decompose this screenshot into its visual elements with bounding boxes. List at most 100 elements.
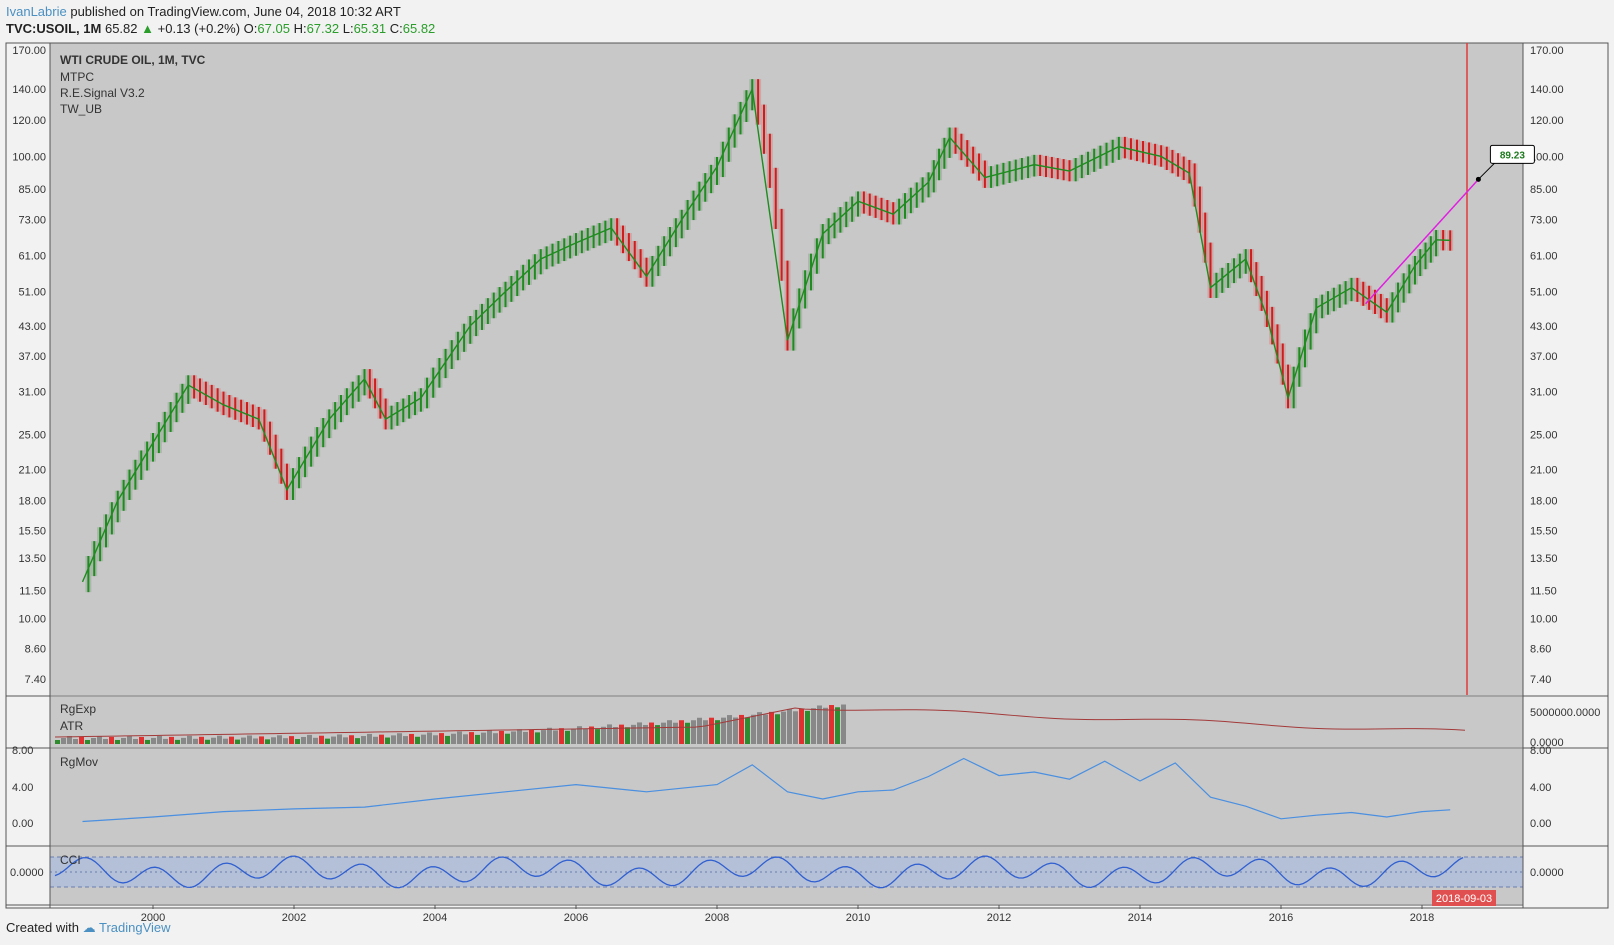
atr-bar	[661, 722, 666, 744]
atr-bar	[337, 734, 342, 744]
atr-bar	[199, 736, 204, 744]
date-badge	[1432, 890, 1496, 906]
low-label: L:	[342, 21, 354, 36]
atr-bar	[61, 738, 66, 744]
atr-bar	[823, 707, 828, 744]
atr-bar	[367, 733, 372, 744]
price-tick-right: 85.00	[1530, 184, 1558, 196]
price-tick-left: 13.50	[18, 553, 46, 565]
chart-frame	[5, 42, 1609, 909]
atr-bar	[451, 733, 456, 744]
price-tick-right: 7.40	[1530, 674, 1551, 686]
atr-bar	[709, 717, 714, 744]
price-tick-right: 170.00	[1530, 45, 1564, 57]
atr-bar	[811, 708, 816, 744]
price-tick-right: 8.60	[1530, 644, 1551, 656]
x-tick-label: 2006	[564, 912, 588, 924]
atr-bar	[265, 739, 270, 744]
atr-bar	[595, 729, 600, 744]
atr-bar	[565, 730, 570, 744]
price-pane[interactable]	[50, 43, 1523, 695]
author-link[interactable]: IvanLabrie	[6, 4, 67, 19]
atr-bar	[769, 711, 774, 744]
price-tick-right: 100.00	[1530, 151, 1564, 163]
atr-bar	[421, 734, 426, 744]
atr-bar	[541, 730, 546, 744]
atr-bar	[169, 736, 174, 744]
atr-bar	[349, 735, 354, 744]
left-axis	[6, 43, 50, 908]
rgexp-pane[interactable]	[50, 697, 1523, 747]
price-tick-right: 120.00	[1530, 115, 1564, 127]
price-tick-left: 37.00	[18, 351, 46, 363]
atr-bar	[175, 739, 180, 744]
price-tick-right: 140.00	[1530, 84, 1564, 96]
x-tick-label: 2016	[1269, 912, 1293, 924]
price-series-line	[81, 86, 1451, 583]
atr-bar	[307, 734, 312, 744]
price-tick-left: 140.00	[12, 84, 46, 96]
atr-bar	[397, 733, 402, 744]
atr-bar	[379, 734, 384, 744]
high-label: H:	[293, 21, 307, 36]
price-tick-right: 11.50	[1530, 585, 1557, 597]
low-value: 65.31	[353, 21, 387, 36]
atr-bar	[241, 737, 246, 744]
atr-bar	[553, 730, 558, 744]
atr-bar	[277, 735, 282, 744]
publish-info: IvanLabrie published on TradingView.com,…	[6, 4, 401, 19]
atr-bar	[331, 736, 336, 744]
atr-bar	[589, 726, 594, 744]
price-tick-left: 21.00	[18, 465, 46, 477]
rgmov-pane[interactable]	[50, 749, 1523, 845]
price-tick-left: 11.50	[19, 585, 46, 597]
atr-bar	[319, 735, 324, 744]
target-label-box[interactable]	[1489, 144, 1535, 164]
tradingview-link[interactable]: TradingView	[99, 920, 171, 935]
atr-bar	[571, 728, 576, 744]
atr-bar	[163, 738, 168, 744]
price-tick-right: 18.00	[1530, 496, 1558, 508]
footer: Created with ☁ TradingView	[6, 920, 171, 936]
atr-bar	[757, 712, 762, 744]
price-tick-left: 15.50	[18, 526, 46, 538]
atr-bar	[505, 733, 510, 744]
target-projection-line[interactable]	[1365, 178, 1479, 305]
atr-bar	[835, 707, 840, 744]
atr-bar	[97, 735, 102, 744]
atr-bar	[751, 714, 756, 744]
atr-bar	[667, 720, 672, 744]
atr-bar	[613, 727, 618, 744]
last-price: 65.82	[104, 21, 138, 36]
atr-bar	[325, 738, 330, 744]
atr-bar	[151, 737, 156, 744]
atr-bar	[295, 739, 300, 744]
price-tick-left: 61.00	[18, 251, 46, 263]
atr-bar	[121, 737, 126, 744]
atr-bar	[739, 714, 744, 744]
atr-bar	[607, 724, 612, 744]
atr-bar	[721, 717, 726, 744]
atr-bar	[391, 735, 396, 744]
date-badge-text: 2018-09-03	[1436, 893, 1492, 905]
price-tick-right: 51.00	[1530, 287, 1558, 299]
target-label: 89.23	[1500, 150, 1525, 161]
atr-bar	[409, 733, 414, 744]
atr-bar	[619, 724, 624, 744]
atr-bar	[181, 737, 186, 744]
rgexp-label: RgExp	[60, 702, 96, 716]
atr-bar	[817, 705, 822, 744]
price-tick-right: 21.00	[1530, 465, 1558, 477]
atr-bar	[205, 739, 210, 744]
atr-bar	[355, 738, 360, 744]
open-value: 67.05	[257, 21, 290, 36]
atr-bar	[253, 738, 258, 744]
price-tick-right: 43.00	[1530, 321, 1558, 333]
atr-bar	[469, 732, 474, 744]
atr-bar	[289, 736, 294, 744]
atr-bar	[547, 727, 552, 744]
atr-bar	[73, 738, 78, 744]
price-tick-left: 73.00	[18, 215, 46, 227]
price-tick-left: 31.00	[18, 386, 46, 398]
